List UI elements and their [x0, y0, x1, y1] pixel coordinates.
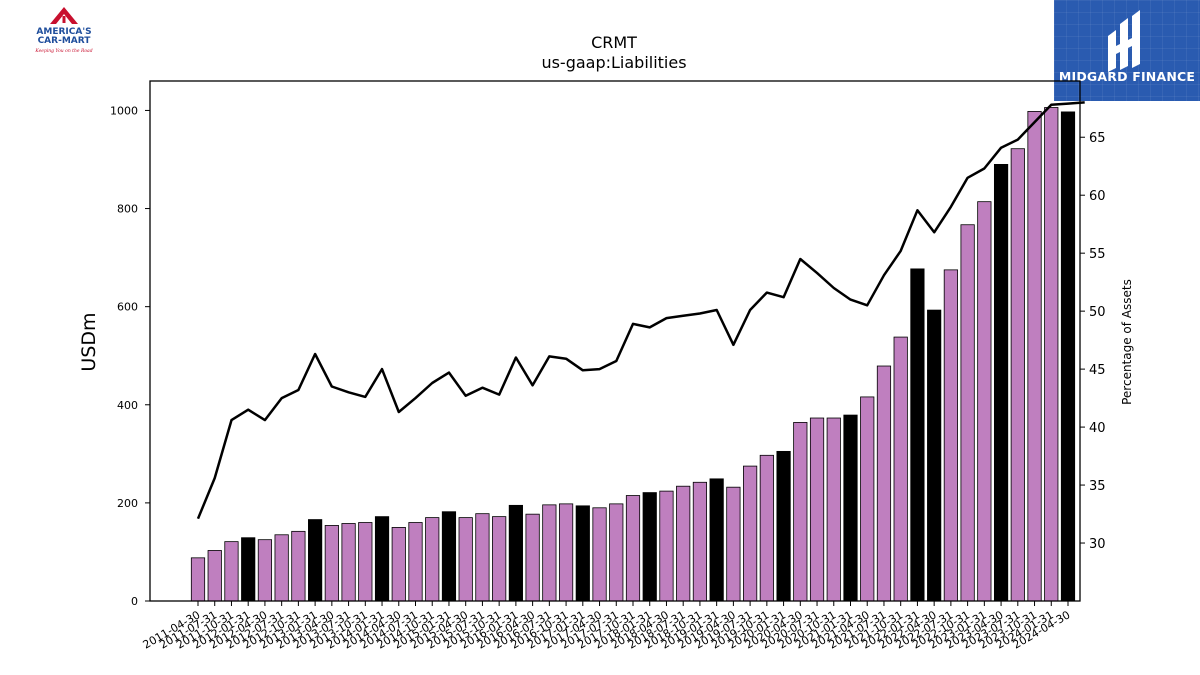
- bar: [592, 507, 607, 602]
- bar: [475, 513, 490, 602]
- y2-tick-label: 45: [1089, 363, 1106, 378]
- bar: [993, 163, 1009, 602]
- bar: [358, 522, 373, 602]
- bar: [291, 530, 306, 602]
- y2-tick-label: 65: [1089, 131, 1106, 146]
- bar: [676, 485, 691, 602]
- y2-tick-label: 55: [1089, 247, 1106, 262]
- bar: [943, 269, 958, 602]
- bar: [525, 513, 540, 602]
- bar: [274, 534, 289, 602]
- logo-right-text: MIDGARD FINANCE: [1058, 69, 1196, 84]
- bar: [625, 495, 641, 602]
- bar: [709, 478, 724, 602]
- bar: [224, 541, 239, 602]
- midgard-emblem-icon: [1108, 10, 1140, 72]
- bar: [190, 557, 206, 602]
- bar: [425, 517, 440, 602]
- midgard-finance-logo: MIDGARD FINANCE: [1054, 0, 1200, 101]
- bar: [759, 454, 774, 602]
- bar: [441, 511, 457, 602]
- y2-tick-label: 60: [1089, 189, 1106, 204]
- bar: [726, 486, 741, 602]
- bar: [977, 201, 992, 602]
- y2-axis-label: Percentage of Assets: [1120, 279, 1134, 405]
- bar: [508, 504, 523, 602]
- bar: [575, 505, 590, 602]
- chart-title: CRMT: [591, 33, 637, 52]
- bar: [642, 492, 657, 602]
- bar: [659, 490, 674, 602]
- bar: [1027, 111, 1042, 602]
- bar: [558, 503, 574, 602]
- bar: [1044, 107, 1059, 602]
- y-axis-label: USDm: [78, 312, 100, 371]
- bar: [257, 539, 273, 602]
- y2-tick-label: 30: [1089, 537, 1106, 552]
- bar: [341, 523, 356, 602]
- percentage-line: [196, 101, 1085, 520]
- bar: [743, 465, 758, 602]
- bar: [324, 525, 339, 602]
- chart-subtitle: us-gaap:Liabilities: [541, 53, 686, 72]
- bar: [809, 417, 825, 602]
- y-tick-label: 200: [117, 497, 138, 510]
- y-tick-label: 0: [131, 595, 138, 608]
- bar: [860, 396, 875, 602]
- y2-tick-label: 40: [1089, 421, 1106, 436]
- y2-tick-label: 35: [1089, 479, 1106, 494]
- americas-car-mart-logo: AMERICA'S CAR-MART Keeping You on the Ro…: [22, 6, 106, 58]
- line-series: [196, 101, 1085, 520]
- bar-series: [190, 107, 1076, 602]
- bar: [1060, 111, 1076, 602]
- bar: [927, 309, 942, 602]
- y-tick-label: 1000: [110, 104, 138, 117]
- bar: [692, 481, 708, 602]
- plot-frame: [149, 80, 1081, 602]
- y-tick-label: 600: [117, 301, 138, 314]
- bar: [960, 224, 975, 602]
- logo-left-tagline: Keeping You on the Road: [35, 49, 93, 54]
- y2-tick-label: 50: [1089, 305, 1106, 320]
- bar: [241, 537, 256, 602]
- bar: [893, 336, 908, 602]
- bar: [374, 516, 390, 602]
- bar: [876, 365, 892, 602]
- bar: [826, 417, 841, 602]
- bar: [458, 517, 473, 602]
- bar: [408, 522, 423, 602]
- bar: [391, 527, 406, 602]
- bar: [492, 516, 507, 602]
- car-mart-emblem-icon: [50, 7, 78, 24]
- axes: 0200400600800100030354045505560652011-04…: [110, 80, 1106, 652]
- bar: [1010, 148, 1025, 602]
- bar: [910, 268, 925, 602]
- logo-left-text: AMERICA'S CAR-MART: [36, 27, 92, 46]
- bar: [308, 519, 323, 602]
- bar: [843, 414, 858, 602]
- bar: [542, 504, 557, 602]
- bar: [207, 550, 222, 602]
- bar: [776, 450, 791, 602]
- bar: [609, 503, 624, 602]
- bar: [793, 422, 808, 602]
- y-tick-label: 800: [117, 203, 138, 216]
- y-tick-label: 400: [117, 399, 138, 412]
